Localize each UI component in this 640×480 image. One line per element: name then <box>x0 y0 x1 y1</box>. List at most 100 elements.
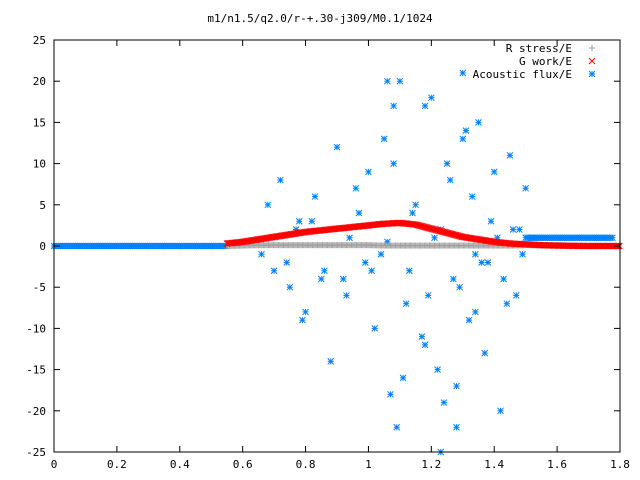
acoustic-flux-point <box>343 292 350 299</box>
acoustic-flux-point <box>393 423 401 431</box>
g-work-point <box>446 230 453 237</box>
acoustic-flux-point <box>390 102 397 110</box>
acoustic-flux-point <box>327 358 335 365</box>
g-work-point <box>455 232 462 240</box>
x-tick-label: 0.8 <box>296 458 316 471</box>
acoustic-flux-point <box>512 292 520 299</box>
acoustic-flux-point <box>383 77 391 85</box>
acoustic-flux-point <box>308 217 316 225</box>
acoustic-flux-point <box>446 176 454 184</box>
acoustic-flux-point <box>409 209 416 217</box>
acoustic-flux-point <box>459 69 467 77</box>
g-work-point <box>436 227 443 235</box>
acoustic-flux-point <box>365 168 372 176</box>
g-work-point <box>452 231 460 239</box>
g-work-point <box>414 221 422 229</box>
g-work-point <box>451 231 458 239</box>
acoustic-flux-point <box>402 300 410 308</box>
acoustic-flux-point <box>440 399 448 406</box>
acoustic-flux-point <box>346 234 353 242</box>
acoustic-flux-point <box>431 234 438 242</box>
acoustic-flux-point <box>453 382 460 390</box>
acoustic-flux-point <box>490 168 498 176</box>
acoustic-flux-point <box>475 119 482 126</box>
acoustic-flux-point <box>459 135 467 143</box>
acoustic-flux-point <box>339 275 347 283</box>
acoustic-flux-point <box>418 333 426 340</box>
x-tick-label: 0.2 <box>107 458 127 471</box>
g-work-point <box>442 229 450 236</box>
x-tick-label: 1.6 <box>547 458 567 471</box>
acoustic-flux-point <box>277 176 284 184</box>
acoustic-flux-point <box>311 193 319 200</box>
acoustic-flux-point <box>377 250 385 258</box>
acoustic-flux-point <box>412 201 419 209</box>
y-tick-label: 20 <box>33 75 46 88</box>
g-work-point <box>433 226 441 234</box>
acoustic-flux-point <box>424 292 432 299</box>
acoustic-flux-point <box>264 201 272 209</box>
acoustic-flux-point <box>519 250 526 258</box>
acoustic-flux-point <box>481 349 489 357</box>
acoustic-flux-point <box>355 209 363 217</box>
g-work-point <box>443 229 451 237</box>
legend-marker <box>589 45 595 51</box>
acoustic-flux-point <box>434 366 441 373</box>
acoustic-flux-point <box>516 226 523 233</box>
acoustic-flux-point <box>295 217 303 225</box>
acoustic-flux-point <box>487 217 495 225</box>
acoustic-flux-point <box>484 259 492 266</box>
acoustic-flux-point <box>503 300 511 308</box>
y-tick-label: -5 <box>33 281 46 294</box>
g-work-point <box>421 223 428 231</box>
acoustic-flux-point <box>609 234 616 242</box>
y-tick-label: -15 <box>26 364 46 377</box>
acoustic-flux-point <box>317 275 325 283</box>
x-tick-label: 1.4 <box>484 458 504 471</box>
acoustic-flux-point <box>352 184 360 192</box>
legend-label: G work/E <box>519 55 572 68</box>
y-tick-label: 15 <box>33 116 46 129</box>
g-work-point <box>438 228 446 235</box>
x-tick-label: 0.4 <box>170 458 190 471</box>
g-work-point <box>422 223 430 231</box>
g-work-point <box>427 225 435 232</box>
g-work-point <box>432 226 440 234</box>
acoustic-flux-point <box>421 102 429 110</box>
g-work-point <box>437 227 445 235</box>
acoustic-flux-point <box>387 390 394 398</box>
acoustic-flux-point <box>321 267 328 275</box>
x-tick-label: 0.6 <box>233 458 253 471</box>
acoustic-flux-point <box>500 275 508 283</box>
acoustic-flux-point <box>472 250 479 258</box>
acoustic-flux-point <box>462 127 470 134</box>
acoustic-flux-point <box>302 308 309 316</box>
acoustic-flux-point <box>258 250 265 258</box>
g-work-point <box>412 221 419 228</box>
y-tick-label: -20 <box>26 405 46 418</box>
acoustic-flux-point <box>468 193 476 200</box>
acoustic-flux-point <box>478 259 485 266</box>
acoustic-flux-point <box>333 143 341 151</box>
g-work-point <box>434 227 442 234</box>
acoustic-flux-point <box>506 152 514 159</box>
acoustic-flux-point <box>371 325 379 332</box>
acoustic-flux-point <box>405 267 413 275</box>
y-tick-label: 10 <box>33 158 46 171</box>
y-tick-label: 0 <box>39 240 46 253</box>
acoustic-flux-point <box>286 283 294 291</box>
acoustic-flux-point <box>449 275 457 283</box>
acoustic-flux-point <box>368 267 375 275</box>
legend-marker <box>588 57 596 65</box>
g-work-point <box>444 229 452 237</box>
acoustic-flux-point <box>528 234 536 242</box>
acoustic-flux-point <box>497 407 504 415</box>
g-work-point <box>416 222 423 229</box>
acoustic-flux-point <box>299 316 306 324</box>
g-work-point <box>424 224 432 232</box>
acoustic-flux-point <box>390 160 397 167</box>
g-work-point <box>439 228 447 236</box>
acoustic-flux-point <box>361 259 369 266</box>
g-work-point <box>426 224 433 232</box>
